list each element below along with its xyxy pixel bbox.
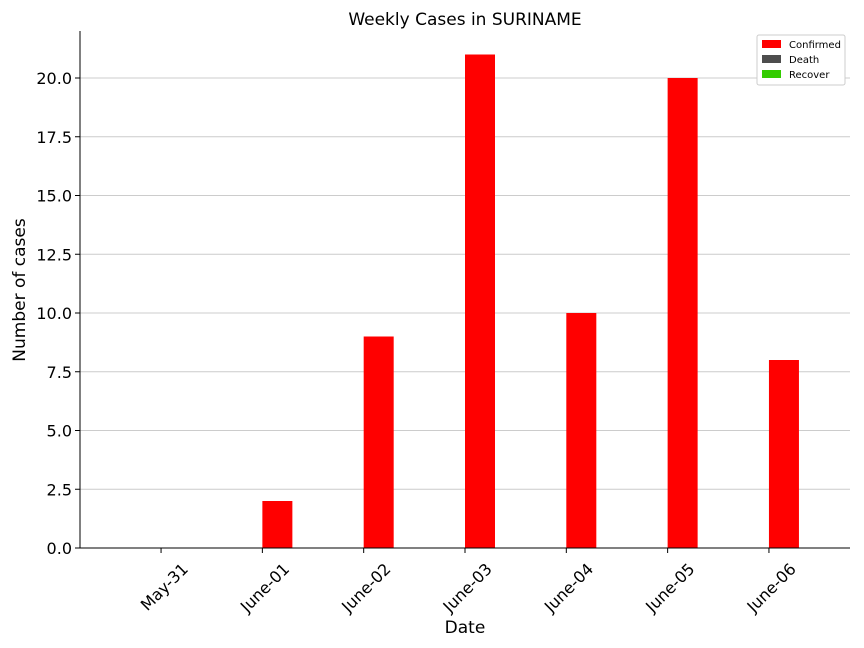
y-tick-label: 7.5 [47,363,72,382]
y-tick-label: 5.0 [47,422,72,441]
x-tick-label: May-31 [137,559,192,614]
y-tick-label: 15.0 [36,187,72,206]
bars [262,54,799,548]
x-tick-label: June-02 [337,559,394,616]
y-tick-label: 10.0 [36,304,72,323]
x-ticks: May-31 June-01 June-02 June-03 June-04 June-0… [137,548,800,617]
y-axis-label: Number of cases [10,218,30,362]
y-tick-label: 0.0 [47,539,72,558]
legend-swatch-recover [762,70,781,78]
bar-confirmed-june-03 [465,54,495,548]
legend-swatch-death [762,55,781,63]
y-tick-label: 2.5 [47,480,72,499]
x-tick-label: June-06 [743,559,800,616]
legend: Confirmed Death Recover [756,34,846,86]
y-tick-label: 17.5 [36,128,72,147]
bar-confirmed-june-05 [667,78,698,548]
legend-label-recover: Recover [789,70,830,81]
legend-label-confirmed: Confirmed [789,40,841,51]
x-tick-label: June-01 [236,559,293,616]
x-axis-label: Date [445,618,486,638]
bar-confirmed-june-02 [363,336,394,548]
legend-label-death: Death [789,55,819,66]
chart-title: Weekly Cases in SURINAME [348,10,581,30]
y-ticks: 0.0 2.5 5.0 7.5 10.0 12.5 15.0 17.5 20.0 [36,69,80,558]
bar-confirmed-june-06 [768,360,799,548]
bar-confirmed-june-04 [566,313,597,548]
x-tick-label: June-04 [540,559,597,616]
x-tick-label: June-03 [439,559,496,616]
y-tick-label: 20.0 [36,69,72,88]
bar-confirmed-june-01 [262,501,293,548]
legend-swatch-confirmed [762,40,781,48]
y-tick-label: 12.5 [36,245,72,264]
x-tick-label: June-05 [641,559,698,616]
